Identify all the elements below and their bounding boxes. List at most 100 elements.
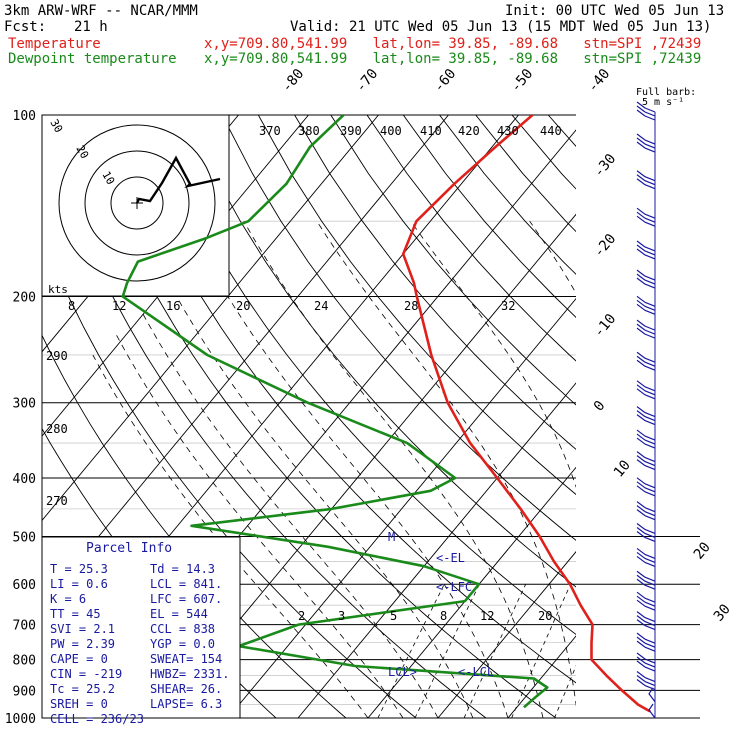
parcel-info-left: CIN = -219: [50, 667, 122, 681]
barb-flag: [636, 429, 656, 441]
isotherm-label: 0: [591, 398, 609, 415]
barb-flag: [636, 141, 656, 153]
barb-flag: [636, 547, 656, 559]
wind-barb: [636, 269, 656, 289]
parcel-marker: <-EL: [436, 551, 465, 565]
isotherm-label: -30: [591, 151, 620, 181]
parcel-info-left: CELL = 236/23: [50, 712, 144, 726]
barb-flag: [648, 687, 656, 703]
hodograph-speed-label: 8: [68, 299, 75, 313]
isotherm: [718, 115, 740, 718]
dry-adiabat: [693, 115, 740, 718]
isotherm-label: -40: [585, 66, 614, 96]
barb-flag: [636, 269, 656, 281]
barb-flag: [636, 299, 656, 311]
mixing-ratio-label: 20: [538, 609, 552, 623]
parcel-info-box: [41, 536, 241, 719]
isotherm-label: 30: [711, 601, 734, 624]
barb-flag: [636, 526, 656, 539]
dry-adiabat: [729, 115, 740, 718]
init-time: Init: 00 UTC Wed 05 Jun 13: [505, 3, 725, 19]
dewpoint-legend: Dewpoint temperature: [8, 51, 177, 67]
wind-barbs: [636, 101, 656, 719]
theta-label: 420: [458, 124, 480, 138]
mixing-ratio-line: [511, 584, 571, 718]
hodograph-trace: [135, 155, 221, 204]
parcel-info-right: EL = 544: [150, 607, 208, 621]
wind-barb: [636, 591, 656, 611]
dry-adiabat: [330, 115, 576, 406]
barb-flag: [636, 133, 656, 145]
hodograph-ring-label: 10: [99, 169, 117, 187]
isotherm: [648, 115, 740, 718]
barb-flag: [636, 522, 656, 535]
theta-label: 380: [298, 124, 320, 138]
isotherm: [578, 115, 740, 718]
barb-flag: [636, 388, 656, 400]
hodograph-ring-label: 30: [47, 117, 65, 135]
pressure-label-900: 900: [13, 684, 36, 699]
mixing-ratio-line: [463, 584, 527, 718]
parcel-info-right: YGP = 0.0: [150, 637, 215, 651]
parcel-info-right: LCL = 841.: [150, 577, 222, 591]
parcel-info-panel: Parcel Info T = 25.3 Td = 14.3 LI = 0.6 LCL …: [41, 536, 241, 726]
dry-adiabat: [42, 116, 487, 718]
theta-label: 410: [420, 124, 442, 138]
barb-flag: [636, 555, 656, 567]
moist-adiabat: [243, 221, 544, 718]
mixing-ratio-label: 3: [338, 609, 345, 623]
wind-barb: [636, 240, 656, 260]
pressure-label-300: 300: [13, 397, 36, 412]
barb-flag: [636, 351, 656, 363]
parcel-marker: <-LCL: [458, 665, 494, 679]
forecast-label: Fcst:: [4, 19, 47, 35]
wind-barb: [636, 477, 656, 497]
pressure-label-700: 700: [13, 619, 36, 634]
barb-flag: [636, 101, 656, 113]
dry-adiabat: [402, 115, 576, 318]
barb-flag: [636, 481, 656, 493]
isotherm-label: 20: [691, 539, 714, 562]
mixing-ratio-label: 5: [390, 609, 397, 623]
moist-adiabat: [658, 221, 695, 718]
dry-adiabat: [475, 115, 576, 233]
barb-flag: [636, 530, 656, 543]
dry-adiabat: [294, 115, 576, 450]
barb-flag: [636, 359, 656, 371]
barb-flag: [636, 574, 656, 586]
wind-barb: [636, 570, 656, 590]
moist-adiabat: [718, 221, 740, 718]
theta-label: 390: [340, 124, 362, 138]
barb-flag: [636, 477, 656, 489]
hodograph-ring: [58, 124, 216, 282]
mixing-ratio-label: 2: [298, 609, 305, 623]
barb-flag: [648, 703, 656, 719]
barb-flag: [636, 137, 656, 149]
parcel-info-left: T = 25.3: [50, 562, 108, 576]
barb-flag: [636, 599, 656, 611]
dry-adiabat: [366, 115, 576, 362]
moist-adiabats: [92, 220, 740, 718]
dewpoint-location: x,y=709.80,541.99 lat,lon= 39.85, -89.68…: [204, 51, 702, 67]
moist-adiabat: [194, 237, 509, 718]
barb-flag: [636, 433, 656, 445]
barb-flag: [636, 380, 656, 392]
barb-flag: [636, 105, 656, 117]
wind-barb: [636, 101, 656, 121]
barb-note: 5 m s⁻¹: [642, 97, 684, 108]
barb-flag: [636, 595, 656, 607]
pressure-label-100: 100: [13, 109, 36, 124]
barb-flag: [636, 437, 656, 449]
wind-barb: [636, 295, 656, 315]
isotherm-label: -70: [353, 66, 382, 96]
dewpoint-profile: [121, 115, 549, 709]
isotherm: [42, 115, 449, 606]
hodograph-speed-label: 28: [404, 299, 418, 313]
barb-flag: [636, 384, 656, 396]
barb-flag: [636, 277, 656, 289]
pressure-label-1000: 1000: [5, 712, 36, 727]
wind-barb: [636, 351, 656, 371]
barb-flag: [636, 410, 656, 422]
dry-adiabat: [185, 115, 576, 588]
valid-time: Valid: 21 UTC Wed 05 Jun 13 (15 MDT Wed …: [290, 19, 712, 35]
